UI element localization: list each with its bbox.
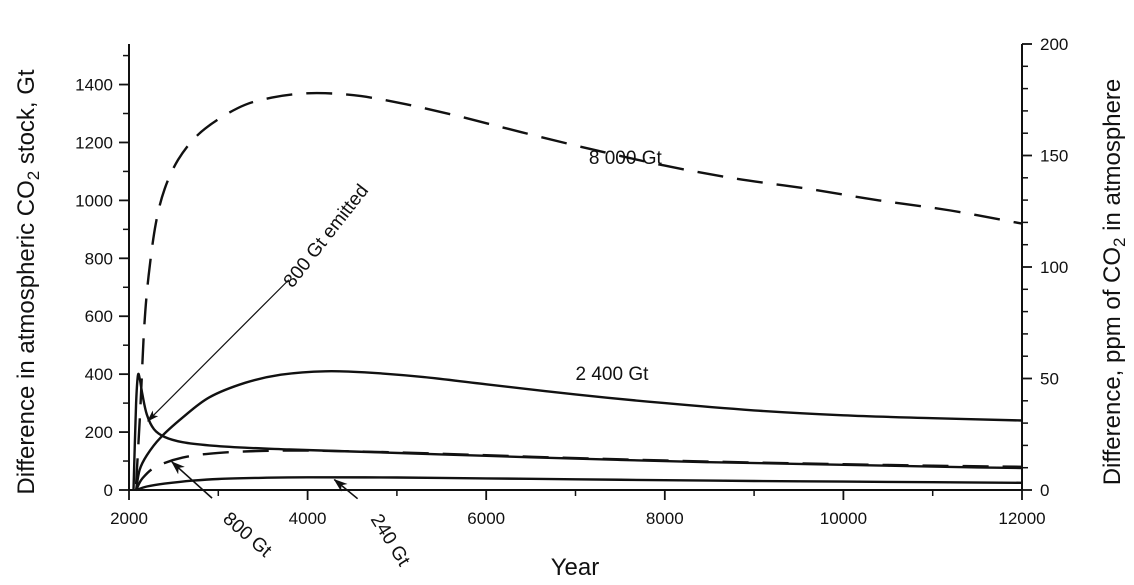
y-right-tick-label: 200 (1040, 35, 1068, 54)
y-right-tick-label: 50 (1040, 370, 1059, 389)
series-line-2 (134, 370, 1023, 491)
annotation-label-3: 800 Gt emitted (280, 181, 373, 292)
y-axis-left-title: Difference in atmospheric CO2 stock, Gt (13, 69, 43, 495)
x-tick-label: 10000 (820, 509, 867, 528)
series-line-5 (135, 476, 1023, 492)
y-right-tick-label: 150 (1040, 147, 1068, 166)
y-left-tick-label: 400 (85, 365, 113, 384)
series-group (132, 91, 1023, 492)
y-left-tick-label: 1400 (75, 76, 113, 95)
series-line-1 (134, 91, 1023, 485)
x-tick-label: 6000 (467, 509, 505, 528)
y-left-tick-label: 800 (85, 249, 113, 268)
annotations-group: 8 000 Gt 2 400 Gt 800 Gt emitted 800 Gt 240 … (147, 148, 663, 571)
y-right-title-prefix: Difference, ppm of CO (1099, 247, 1126, 485)
y-left-tick-label: 1200 (75, 133, 113, 152)
y-left-tick-label: 0 (104, 481, 113, 500)
x-tick-label: 4000 (289, 509, 327, 528)
annotation-label-2: 2 400 Gt (576, 364, 650, 385)
annotation-label-1: 8 000 Gt (589, 148, 663, 169)
x-tick-label: 2000 (110, 509, 148, 528)
y-left-title-prefix: Difference in atmospheric CO (13, 180, 40, 494)
series-line-3 (132, 372, 1023, 491)
y-left-tick-label: 600 (85, 307, 113, 326)
axes-group: 2000 4000 6000 8000 10000 1200002004006008001… (75, 35, 1068, 528)
x-tick-label: 12000 (998, 509, 1045, 528)
annotation-label-4: 800 Gt (219, 508, 276, 562)
x-axis-title: Year (551, 554, 600, 581)
y-right-tick-label: 0 (1040, 481, 1049, 500)
y-axis-right-title: Difference, ppm of CO2 in atmosphere (1099, 79, 1129, 486)
annotation-arrow-2 (171, 461, 213, 499)
y-right-title-suffix: in atmosphere (1099, 79, 1126, 238)
y-left-tick-label: 200 (85, 423, 113, 442)
y-right-tick-label: 100 (1040, 258, 1068, 277)
annotation-label-5: 240 Gt (366, 510, 414, 570)
series-line-4 (135, 449, 1023, 491)
x-tick-label: 8000 (646, 509, 684, 528)
y-left-title-suffix: stock, Gt (13, 69, 40, 171)
y-right-title-subscript: 2 (1110, 237, 1129, 246)
annotation-arrow-1 (147, 279, 290, 422)
annotation-arrow-3 (333, 478, 359, 500)
y-left-title-subscript: 2 (24, 171, 43, 180)
y-left-tick-label: 1000 (75, 191, 113, 210)
